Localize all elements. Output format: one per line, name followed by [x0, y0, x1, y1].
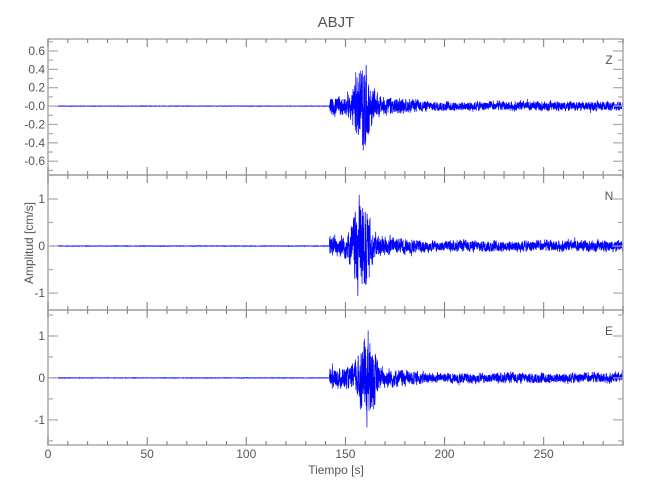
y-axis-label: Amplitud [cm/s]: [22, 202, 36, 284]
panel-N: -1 0 1 N: [34, 174, 624, 311]
y-tick-label: -0.0: [24, 99, 45, 113]
x-tick-label: 100: [236, 447, 256, 461]
chart-title: ABJT: [318, 14, 355, 31]
y-tick-label: 0.6: [28, 44, 45, 58]
y-tick-label: 0: [38, 239, 45, 253]
panel-Z: -0.6 -0.4 -0.2 -0.0 0.2 0.4 0.6 Z: [24, 38, 624, 176]
y-tick-label: -0.6: [24, 154, 45, 168]
x-tick-label: 0: [45, 447, 52, 461]
component-label: Z: [605, 53, 612, 67]
panel-E: -1 0 1 E: [34, 309, 624, 446]
x-tick-label: 200: [435, 447, 455, 461]
y-tick-label: -1: [34, 286, 45, 300]
y-tick-label: -1: [34, 413, 45, 427]
y-tick-label: 0.2: [28, 81, 45, 95]
y-tick-label: -0.2: [24, 117, 45, 131]
x-axis-label: Tiempo [s]: [308, 463, 364, 477]
y-tick-label: 0: [38, 371, 45, 385]
y-tick-label: -0.4: [24, 136, 45, 150]
y-tick-label: 0.4: [28, 62, 45, 76]
y-tick-label: 1: [38, 192, 45, 206]
x-tick-label: 50: [140, 447, 154, 461]
component-label: N: [605, 189, 614, 203]
trace-E: [47, 330, 624, 428]
component-label: E: [605, 324, 613, 338]
trace-N: [47, 194, 624, 296]
x-tick-label: 150: [335, 447, 355, 461]
x-tick-label: 250: [534, 447, 554, 461]
trace-Z: [47, 65, 624, 151]
y-tick-label: 1: [38, 329, 45, 343]
